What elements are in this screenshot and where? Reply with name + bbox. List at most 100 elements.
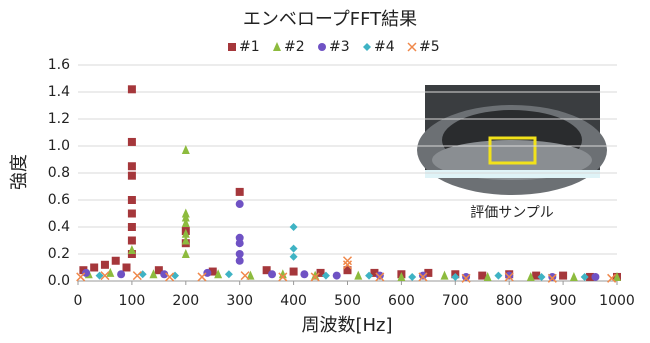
image-caption: 評価サンプル xyxy=(470,205,554,221)
point xyxy=(461,273,471,283)
point xyxy=(451,272,460,281)
point xyxy=(365,271,374,280)
point xyxy=(127,196,136,204)
legend-label: #3 xyxy=(329,39,350,55)
point xyxy=(240,271,250,281)
point xyxy=(181,235,190,245)
point xyxy=(246,270,255,280)
point xyxy=(203,268,212,277)
y-tick-label: 1.0 xyxy=(48,138,70,154)
point xyxy=(289,244,298,253)
y-tick-label: 0.8 xyxy=(48,165,70,181)
point xyxy=(418,272,428,282)
point xyxy=(424,268,433,277)
point xyxy=(300,270,309,279)
y-tick-label: 0.2 xyxy=(48,246,70,262)
legend-marker xyxy=(318,43,326,51)
point xyxy=(559,271,568,280)
x-tick-label: 1000 xyxy=(599,293,635,309)
point xyxy=(310,272,320,282)
point xyxy=(100,271,110,281)
point xyxy=(607,273,617,283)
y-tick-label: 1.4 xyxy=(48,84,70,100)
point xyxy=(208,267,217,276)
point xyxy=(569,271,578,281)
point xyxy=(127,162,136,171)
point xyxy=(316,268,325,277)
point xyxy=(462,272,471,281)
y-tick-label: 1.2 xyxy=(48,111,70,127)
point xyxy=(375,272,385,282)
point xyxy=(82,268,91,277)
point xyxy=(504,272,514,282)
x-axis-label: 周波数[Hz] xyxy=(301,315,392,336)
point xyxy=(289,252,298,261)
y-tick-label: 0.4 xyxy=(48,219,70,235)
x-tick-label: 700 xyxy=(442,293,469,309)
point xyxy=(171,271,180,280)
x-tick-label: 800 xyxy=(496,293,523,309)
point xyxy=(181,228,190,238)
point xyxy=(214,269,223,279)
point xyxy=(494,271,503,280)
point xyxy=(181,145,190,155)
y-tick-label: 0.0 xyxy=(48,273,70,289)
point xyxy=(127,171,136,180)
x-tick-label: 600 xyxy=(388,293,415,309)
point xyxy=(343,266,352,275)
point xyxy=(138,270,147,279)
point xyxy=(548,272,557,281)
legend-marker xyxy=(228,43,236,51)
point xyxy=(235,200,244,209)
point xyxy=(100,260,109,269)
legend-label: #1 xyxy=(239,39,260,55)
point xyxy=(235,256,244,265)
point xyxy=(122,263,131,272)
point xyxy=(440,270,449,280)
point xyxy=(342,260,353,270)
point xyxy=(127,244,136,254)
point xyxy=(224,270,233,279)
point xyxy=(95,271,104,280)
point xyxy=(235,250,244,258)
legend-label: #2 xyxy=(284,39,305,55)
point xyxy=(111,256,120,265)
point xyxy=(580,272,589,281)
point xyxy=(370,268,379,277)
point xyxy=(342,256,353,266)
x-tick-label: 100 xyxy=(119,293,146,309)
point xyxy=(483,271,492,281)
point xyxy=(181,217,190,227)
x-tick-label: 200 xyxy=(172,293,199,309)
x-tick-label: 900 xyxy=(550,293,577,309)
point xyxy=(532,271,541,280)
point xyxy=(160,270,169,279)
point xyxy=(154,266,163,275)
legend-marker xyxy=(407,42,417,52)
point xyxy=(106,267,115,277)
point xyxy=(132,271,142,281)
point xyxy=(268,270,277,279)
point xyxy=(76,272,86,282)
point xyxy=(332,271,341,280)
point xyxy=(278,272,288,282)
point xyxy=(289,223,298,231)
point xyxy=(397,271,406,281)
point xyxy=(478,271,487,280)
legend-marker xyxy=(363,43,371,51)
point xyxy=(591,272,600,281)
point xyxy=(613,271,621,281)
point xyxy=(181,249,190,258)
point xyxy=(418,271,427,280)
point xyxy=(165,272,175,282)
point xyxy=(149,269,158,279)
point xyxy=(505,271,514,280)
legend-label: #4 xyxy=(374,39,395,55)
point xyxy=(354,270,363,280)
point xyxy=(289,267,298,276)
y-tick-label: 1.6 xyxy=(48,57,70,73)
legend-label: #5 xyxy=(419,39,440,55)
point xyxy=(117,270,126,279)
point xyxy=(235,239,244,248)
